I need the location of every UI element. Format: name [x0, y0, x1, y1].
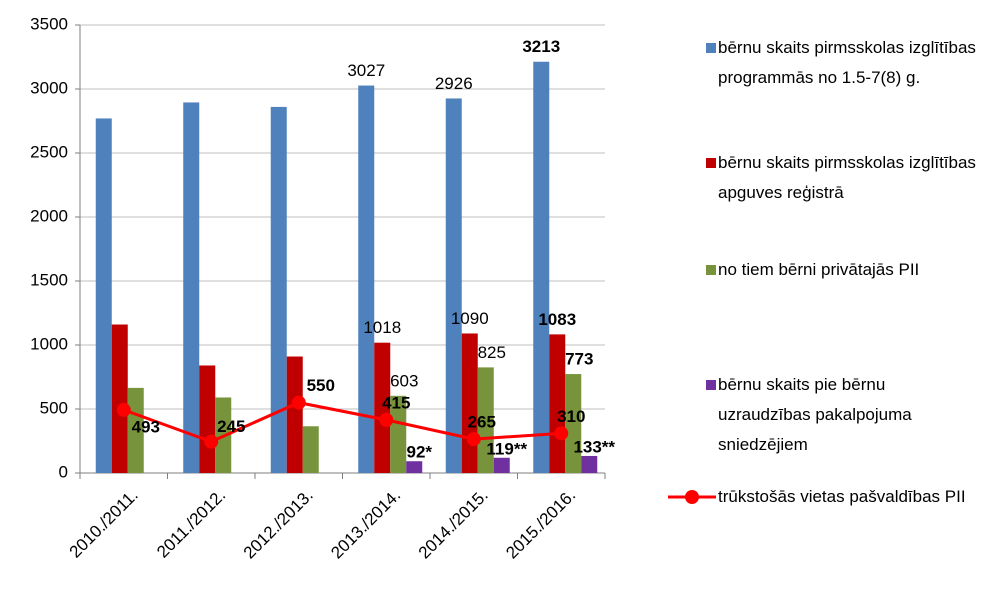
line-point [204, 434, 219, 449]
y-tick-label: 500 [40, 398, 68, 417]
x-tick-label: 2014./2015. [415, 486, 492, 563]
bar [406, 461, 423, 473]
y-tick-label: 3000 [30, 78, 68, 97]
bar [581, 455, 598, 473]
x-tick-label: 2012./2013. [240, 486, 317, 563]
bar [302, 426, 319, 473]
data-label: 415 [382, 393, 410, 412]
legend-swatch [706, 380, 716, 390]
data-label: 1090 [451, 309, 489, 328]
legend-label: bērnu skaits pirmsskolas izglītības prog… [718, 38, 976, 87]
x-tick-label: 2010./2011. [66, 486, 142, 562]
legend-swatch [706, 43, 716, 53]
data-label: 265 [468, 413, 496, 432]
legend-label: trūkstošās vietas pašvaldības PII [718, 487, 966, 506]
y-tick-label: 2000 [30, 206, 68, 225]
line-point [554, 426, 569, 441]
bar [549, 334, 566, 473]
bar [127, 387, 144, 473]
x-tick-label: 2015./2016. [502, 486, 579, 563]
y-tick-label: 2500 [30, 142, 68, 161]
line-point [291, 395, 306, 410]
data-label: 310 [557, 407, 585, 426]
y-tick-label: 0 [59, 462, 68, 481]
legend-label: no tiem bērni privātajās PII [718, 260, 920, 279]
data-label: 825 [478, 343, 506, 362]
line-point [466, 432, 481, 447]
data-label: 550 [307, 376, 335, 395]
bar [95, 118, 112, 473]
legend-label: bērnu skaits pirmsskolas izglītības apgu… [718, 153, 976, 202]
bar [445, 98, 462, 474]
y-tick-label: 1000 [30, 334, 68, 353]
bar [358, 85, 375, 473]
data-label: 603 [390, 371, 418, 390]
x-tick-label: 2013./2014. [327, 486, 404, 563]
bar [270, 106, 287, 474]
data-label: 493 [132, 417, 160, 436]
bar [493, 457, 510, 473]
bar [286, 356, 303, 473]
bar [111, 324, 128, 473]
y-tick-label: 1500 [30, 270, 68, 289]
legend-label: bērnu skaits pie bērnu uzraudzības pakal… [718, 375, 912, 454]
data-label: 119** [486, 439, 527, 458]
x-tick-label: 2011./2012. [153, 486, 229, 562]
bar [461, 333, 478, 473]
data-label: 3213 [522, 37, 560, 56]
data-label: 133** [573, 437, 615, 456]
legend-swatch [706, 158, 716, 168]
bar [374, 342, 391, 473]
bar [183, 102, 200, 473]
bar [390, 395, 407, 473]
data-label: 773 [565, 350, 593, 369]
data-label: 1083 [538, 310, 576, 329]
data-label: 245 [217, 417, 245, 436]
legend-marker [685, 490, 699, 504]
line-point [116, 402, 131, 417]
data-label: 3027 [347, 61, 385, 80]
y-tick-label: 3500 [30, 14, 68, 33]
data-label: 92* [406, 443, 432, 462]
line-point [379, 412, 394, 427]
bar [533, 61, 550, 474]
data-label: 2926 [435, 74, 473, 93]
data-label: 1018 [363, 318, 401, 337]
line [123, 401, 562, 444]
bar [477, 367, 494, 473]
bar [199, 365, 216, 473]
legend-swatch [706, 265, 716, 275]
bar [565, 374, 582, 473]
